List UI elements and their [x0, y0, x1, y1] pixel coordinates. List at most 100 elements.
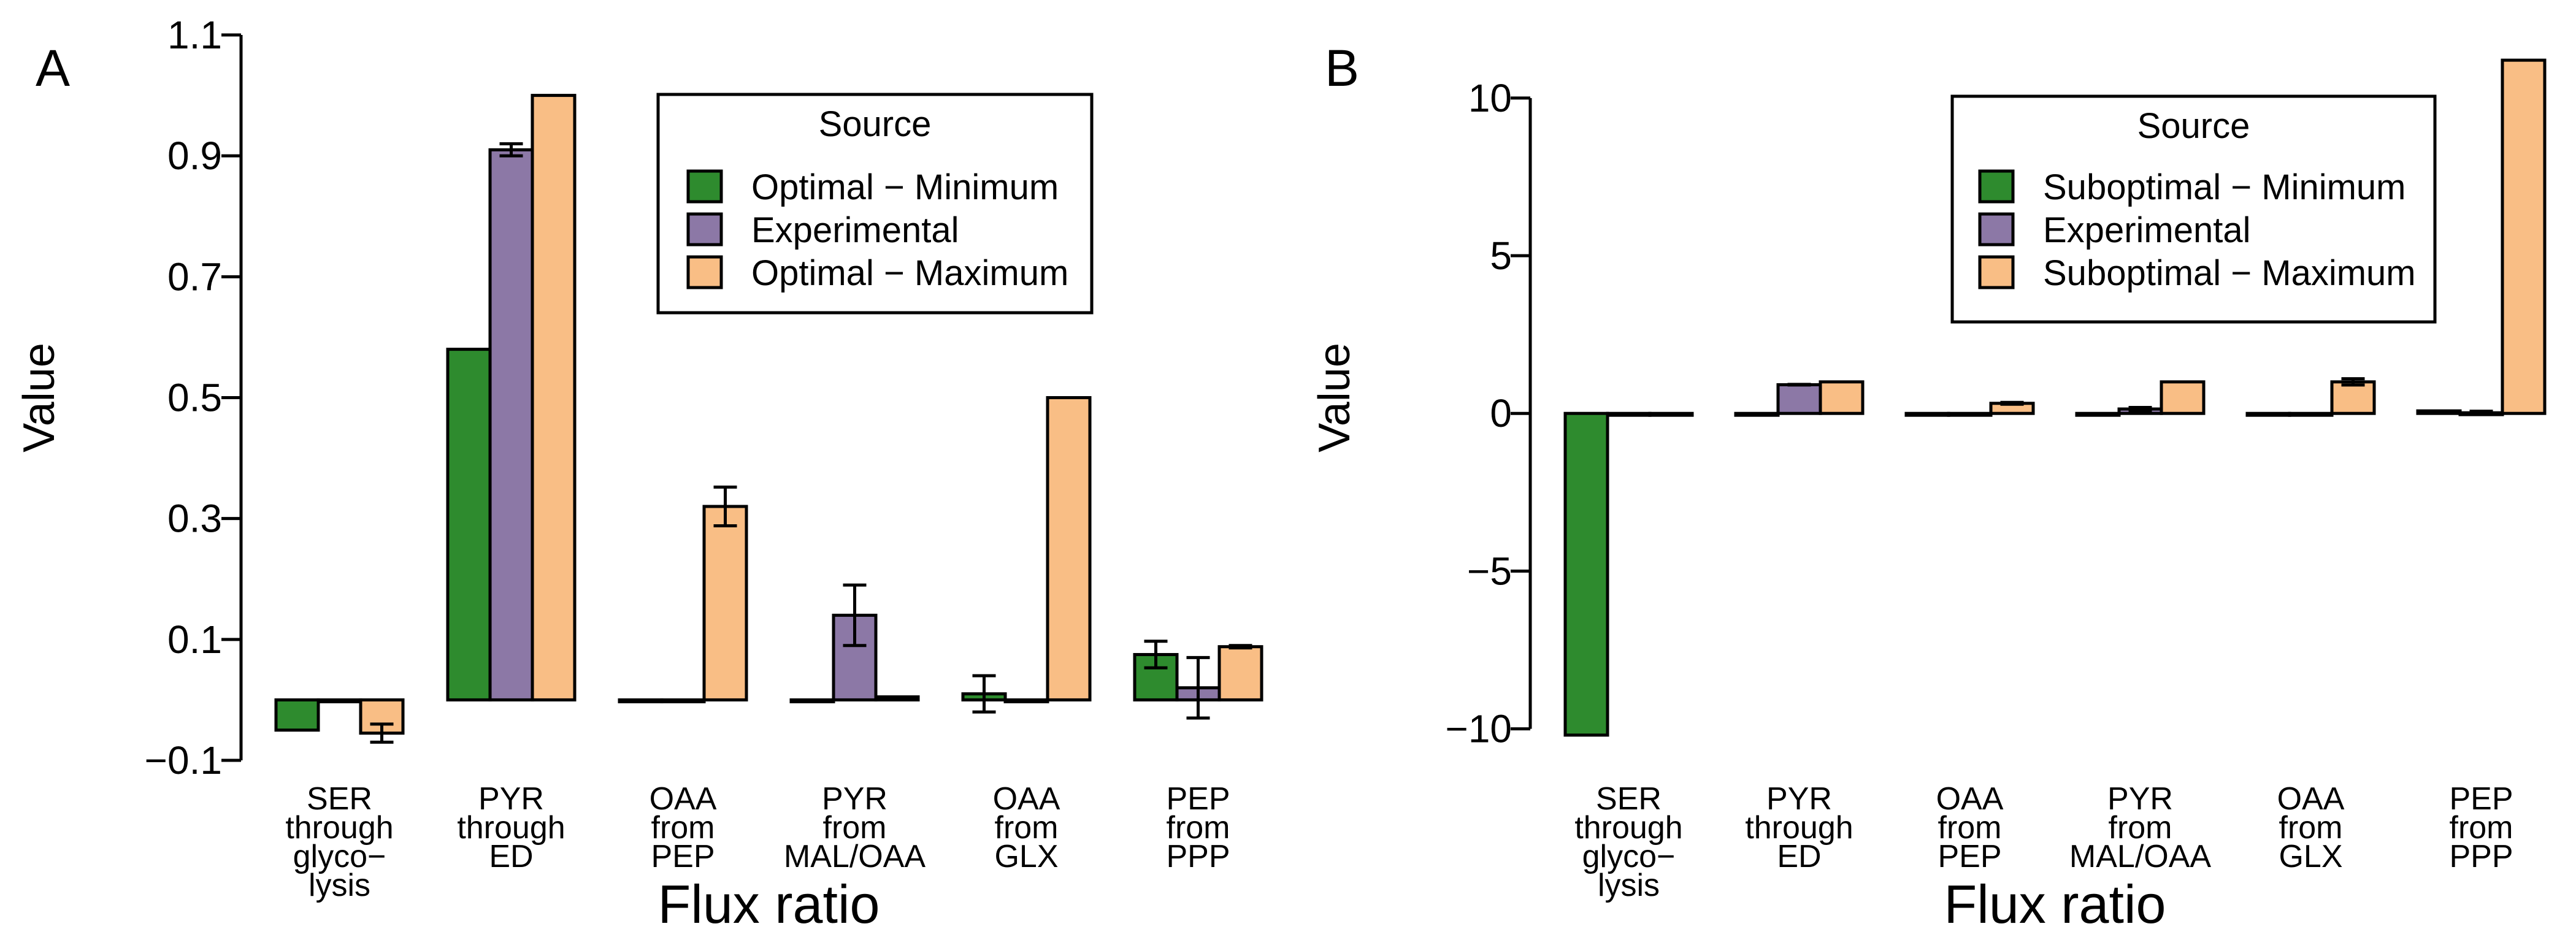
x-category-label: PEP	[651, 839, 715, 874]
x-category-label: glyco−	[1582, 839, 1676, 874]
x-category-label: PEP	[1166, 781, 1230, 817]
bar	[1046, 396, 1092, 701]
x-category-label: through	[457, 810, 565, 846]
bar	[274, 698, 320, 732]
legend-entry: Optimal − Maximum	[751, 253, 1068, 293]
legend-entry: Suboptimal − Minimum	[2043, 167, 2406, 207]
legend-title: Source	[819, 104, 932, 144]
bar	[1819, 380, 1865, 415]
legend-entry: Suboptimal − Maximum	[2043, 253, 2416, 293]
y-tick-label: 5	[1490, 234, 1512, 278]
bar	[618, 698, 664, 703]
y-tick-label: 1.1	[167, 13, 222, 57]
bar	[2288, 411, 2334, 417]
x-axis-label: Flux ratio	[658, 874, 880, 934]
x-category-label: PEP	[1938, 839, 2001, 874]
y-tick-label: 0.5	[167, 376, 222, 420]
x-category-label: from	[1938, 810, 2002, 846]
bar	[446, 348, 492, 701]
y-tick-label: −5	[1467, 549, 1512, 593]
bar	[2501, 58, 2547, 415]
y-axis-label: Value	[15, 343, 64, 453]
x-category-label: PEP	[2449, 781, 2513, 817]
bar	[1904, 411, 1950, 417]
y-tick-label: 0.7	[167, 254, 222, 299]
x-category-label: through	[285, 810, 393, 846]
bar	[660, 698, 706, 703]
bar	[2416, 409, 2462, 415]
x-category-label: PYR	[478, 781, 544, 817]
bar	[1003, 698, 1049, 703]
x-category-label: from	[823, 810, 887, 846]
y-axis-label: Value	[1310, 343, 1359, 453]
bar	[1776, 383, 1822, 415]
legend-entry: Experimental	[751, 210, 959, 250]
x-category-label: lysis	[1598, 868, 1660, 903]
bar	[789, 698, 835, 703]
legend: Source Optimal − MinimumExperimentalOptim…	[656, 93, 1094, 315]
bar	[2330, 380, 2376, 415]
bar	[316, 698, 362, 703]
bar	[1606, 411, 1652, 417]
bar	[531, 94, 577, 701]
bar	[702, 505, 748, 701]
legend-swatch	[686, 169, 723, 204]
x-category-label: lysis	[309, 868, 370, 903]
panel-label: B	[1325, 39, 1359, 97]
x-category-label: PYR	[2107, 781, 2173, 817]
y-tick-label: 0.1	[167, 617, 222, 662]
legend-swatch	[1978, 169, 2015, 204]
legend-swatch	[1978, 255, 2015, 289]
x-category-label: through	[1745, 810, 1853, 846]
x-category-label: MAL/OAA	[2069, 839, 2211, 874]
x-category-label: GLX	[994, 839, 1058, 874]
panel-a-bar-chart: A−0.10.10.30.50.70.91.1ValueSERthroughgl…	[15, 13, 1263, 934]
x-category-label: PPP	[1166, 839, 1230, 874]
x-category-label: OAA	[993, 781, 1060, 817]
x-category-label: PYR	[822, 781, 887, 817]
x-category-label: PPP	[2449, 839, 2513, 874]
y-tick-label: 10	[1468, 76, 1512, 120]
x-category-label: OAA	[2277, 781, 2345, 817]
legend-entry: Optimal − Minimum	[751, 167, 1059, 207]
x-category-label: glyco−	[293, 839, 386, 874]
x-category-label: from	[2279, 810, 2343, 846]
legend-box	[1950, 94, 2437, 324]
legend-title: Source	[2137, 106, 2250, 146]
x-category-label: SER	[307, 781, 372, 817]
bar	[2160, 380, 2206, 415]
y-tick-label: −10	[1445, 707, 1512, 751]
legend-swatch	[1978, 212, 2015, 246]
panel-b-bar-chart: B−10−50510ValueSERthroughglyco−lysisPYRt…	[1310, 39, 2547, 934]
bar	[874, 695, 920, 701]
bar	[1648, 411, 1694, 417]
y-tick-label: 0	[1490, 391, 1512, 435]
x-category-label: from	[2450, 810, 2513, 846]
bar	[2245, 411, 2291, 417]
bar	[1947, 411, 1993, 417]
x-category-label: ED	[489, 839, 533, 874]
x-category-label: OAA	[650, 781, 717, 817]
bar	[2075, 411, 2121, 417]
x-category-label: GLX	[2279, 839, 2342, 874]
x-category-label: ED	[1777, 839, 1821, 874]
bar	[1563, 411, 1609, 737]
x-category-label: from	[995, 810, 1059, 846]
legend-box	[656, 93, 1094, 315]
x-category-label: OAA	[1936, 781, 2004, 817]
legend-swatch	[686, 212, 723, 246]
panel-label: A	[36, 39, 70, 97]
x-category-label: PYR	[1766, 781, 1832, 817]
x-axis-label: Flux ratio	[1944, 874, 2166, 934]
x-category-label: from	[1167, 810, 1230, 846]
legend: Source Suboptimal − MinimumExperimentalSu…	[1950, 94, 2437, 324]
x-category-label: SER	[1596, 781, 1662, 817]
y-tick-label: 0.3	[167, 497, 222, 541]
x-category-label: from	[2109, 810, 2172, 846]
legend-entry: Experimental	[2043, 210, 2250, 250]
bar	[1217, 645, 1263, 701]
x-category-label: through	[1574, 810, 1682, 846]
y-tick-label: −0.1	[145, 738, 222, 782]
x-category-label: from	[651, 810, 715, 846]
